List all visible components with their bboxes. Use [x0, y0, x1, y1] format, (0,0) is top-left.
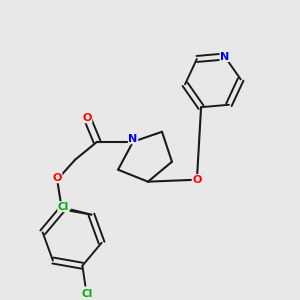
- Text: O: O: [52, 173, 62, 183]
- Text: O: O: [192, 175, 202, 185]
- Text: N: N: [220, 52, 229, 61]
- Text: N: N: [128, 134, 138, 144]
- Text: Cl: Cl: [58, 202, 69, 212]
- Text: O: O: [82, 113, 92, 123]
- Text: Cl: Cl: [82, 289, 93, 299]
